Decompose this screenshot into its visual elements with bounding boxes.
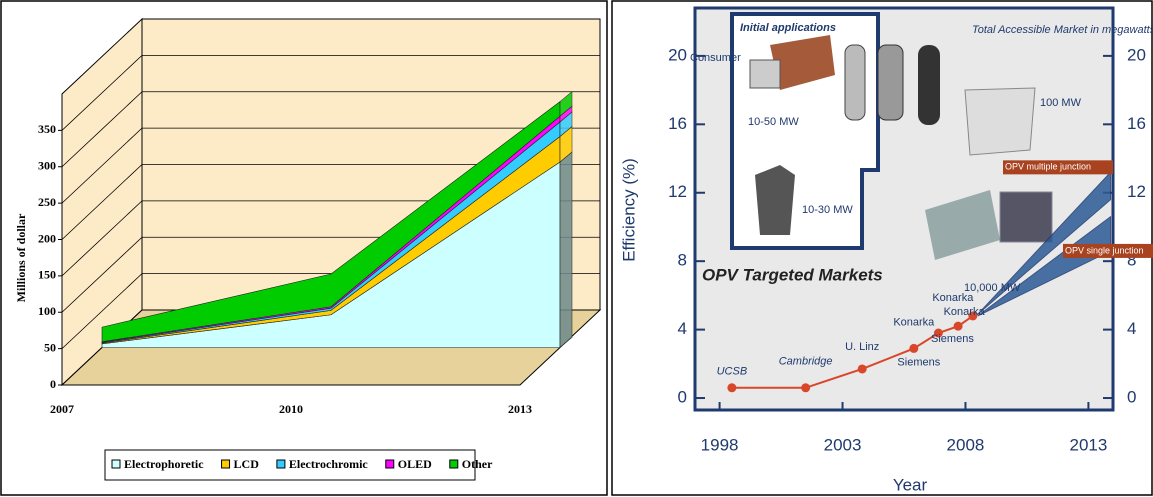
- point-label: Siemens: [897, 356, 940, 368]
- annotation: Total Accessible Market in megawatts (MW…: [972, 24, 1153, 36]
- y2-tick-label: 20: [1127, 45, 1146, 64]
- annotation: 10,000 MW: [964, 282, 1021, 294]
- y2-tick-label: 16: [1127, 114, 1146, 133]
- point: [727, 383, 736, 392]
- x-tick-label: 2008: [947, 435, 985, 454]
- x-axis-label: Year: [893, 475, 928, 494]
- area-end-face: [560, 152, 572, 348]
- point: [909, 344, 918, 353]
- y-tick-label: 0: [678, 388, 687, 407]
- x-tick-label: 2003: [824, 435, 862, 454]
- annotation: Consumer: [690, 52, 741, 64]
- legend-swatch: [277, 460, 285, 468]
- legend-label: Other: [462, 457, 493, 471]
- y-tick-label: 50: [44, 340, 56, 354]
- y-tick-label: 350: [38, 122, 56, 136]
- y-axis-label: Millions of dollar: [14, 213, 28, 302]
- point: [954, 322, 963, 331]
- figure: Millions of dollar 050100150200250300350…: [0, 0, 1153, 497]
- y-tick-label: 16: [668, 114, 687, 133]
- legend-swatch: [112, 460, 120, 468]
- y-tick-label: 0: [50, 377, 56, 391]
- y-tick-label: 100: [38, 304, 56, 318]
- y-tick-label: 150: [38, 268, 56, 282]
- y-tick-label: 20: [668, 45, 687, 64]
- band-label: OPV multiple junction: [1005, 162, 1091, 172]
- y-tick-label: 12: [668, 182, 687, 201]
- point-label: Konarka: [944, 306, 986, 318]
- legend-label: Electrochromic: [289, 457, 369, 471]
- point-label: Konarka: [893, 316, 935, 328]
- x-tick-label: 2013: [508, 402, 532, 416]
- y-tick-label: 250: [38, 195, 56, 209]
- legend-label: Electrophoretic: [124, 457, 204, 471]
- page: {"chart_data": [ {"type": "area3d", "y_l…: [0, 0, 1153, 497]
- annotation: 100 MW: [1040, 97, 1082, 109]
- point: [801, 383, 810, 392]
- x-tick-label: 1998: [701, 435, 739, 454]
- y2-tick-label: 12: [1127, 182, 1146, 201]
- legend-label: LCD: [234, 457, 260, 471]
- annotation: OPV Targeted Markets: [702, 265, 883, 284]
- y2-tick-label: 0: [1127, 388, 1136, 407]
- y-tick-label: 8: [678, 251, 687, 270]
- point: [858, 364, 867, 373]
- annotation: 10-50 MW: [748, 116, 799, 128]
- legend-swatch: [222, 460, 230, 468]
- x-tick-label: 2010: [279, 402, 303, 416]
- legend-swatch: [450, 460, 458, 468]
- point-label: U. Linz: [845, 341, 879, 353]
- legend-label: OLED: [398, 457, 432, 471]
- legend-swatch: [386, 460, 394, 468]
- y2-tick-label: 4: [1127, 319, 1136, 338]
- annotation: Initial applications: [740, 22, 836, 34]
- y-tick-label: 4: [678, 319, 687, 338]
- y-tick-label: 200: [38, 231, 56, 245]
- point-label: Siemens: [931, 333, 974, 345]
- x-tick-label: 2007: [50, 402, 74, 416]
- x-tick-label: 2013: [1069, 435, 1107, 454]
- y-axis-label: Efficiency (%): [619, 158, 638, 262]
- point-label: Cambridge: [779, 356, 833, 368]
- annotation: 10-30 MW: [802, 204, 853, 216]
- point-label: UCSB: [717, 366, 748, 378]
- band-label: OPV single junction: [1065, 245, 1144, 255]
- y-tick-label: 300: [38, 159, 56, 173]
